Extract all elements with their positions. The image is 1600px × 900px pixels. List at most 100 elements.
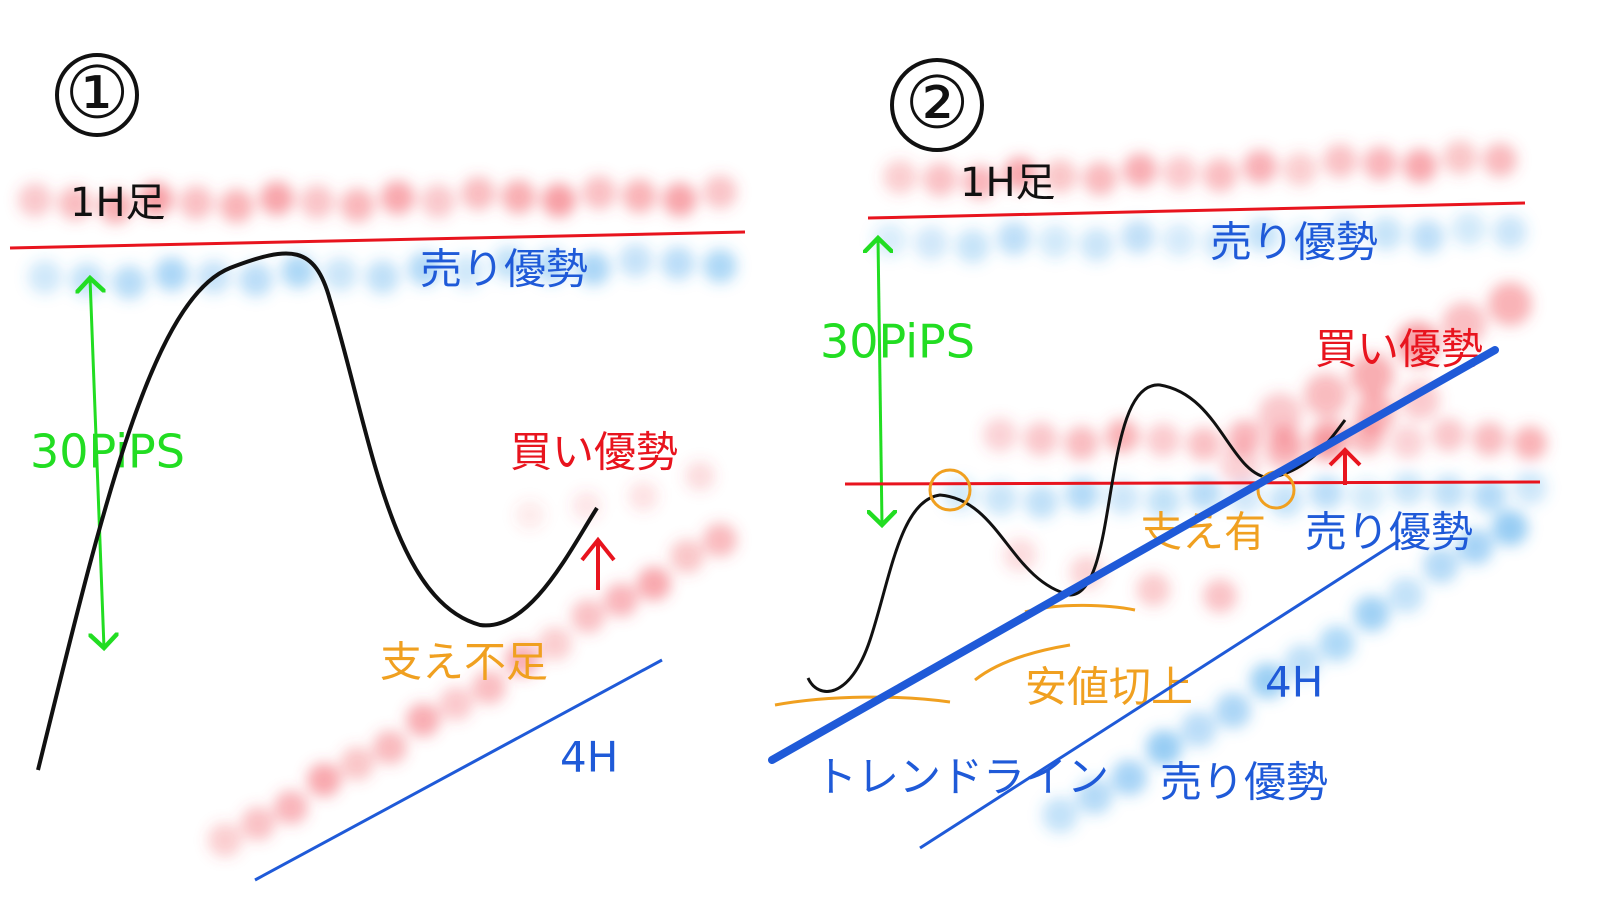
zone-dot	[406, 703, 440, 737]
higher-low-label: 安値切上	[1025, 663, 1193, 712]
buy-label: 買い優勢	[1315, 325, 1483, 374]
zone-dot	[505, 643, 539, 677]
zone-dot	[538, 626, 572, 661]
price-path	[36, 251, 599, 771]
zone-dot	[1105, 480, 1140, 515]
zone-dot	[420, 184, 455, 219]
zone-dot	[1064, 426, 1099, 460]
zone-dot	[1038, 224, 1073, 259]
zone-dot	[1283, 152, 1317, 187]
zone-dot	[1390, 425, 1425, 459]
zone-dot	[238, 262, 273, 297]
up-arrow	[580, 536, 616, 590]
zone-dot	[1180, 711, 1217, 748]
zone-dot	[1121, 219, 1155, 254]
zone-dot	[154, 257, 189, 292]
zone-dot	[1065, 477, 1100, 512]
zone-dot	[70, 262, 105, 297]
zone-dot	[637, 566, 671, 601]
zone-dot	[622, 179, 657, 214]
zone-dot	[628, 481, 659, 512]
zone-dot	[58, 186, 93, 221]
zone-dot	[515, 500, 545, 530]
zone-dot	[439, 686, 473, 721]
low-mark	[974, 643, 1071, 682]
sell-label-lower: 売り優勢	[1305, 508, 1473, 557]
zone-dot	[1443, 140, 1477, 175]
zone-dot	[138, 182, 173, 217]
zone-dot	[1388, 577, 1425, 614]
zone-dot	[281, 254, 316, 289]
zone-dot	[1042, 797, 1078, 833]
zone-dot	[963, 165, 997, 200]
zone-dot	[1220, 445, 1260, 485]
zone-dot	[618, 243, 653, 278]
zone-dot	[300, 184, 335, 219]
four-hour-line	[919, 538, 1401, 850]
zone-dot	[323, 257, 358, 292]
four-hour-line	[254, 658, 663, 882]
panel-2: ② 1H足 売り優勢 30PiPS 買い優勢 支え有 売り優勢 安値切上 トレン…	[768, 58, 1541, 850]
zone-dot	[576, 251, 611, 286]
zone-dot	[340, 746, 374, 781]
zone-dot	[259, 181, 294, 216]
zone-dot	[1203, 158, 1237, 193]
zone-dot	[1396, 322, 1440, 366]
zone-dot	[1023, 422, 1058, 456]
range-label: 30PiPS	[30, 425, 185, 479]
trendline	[768, 346, 1499, 764]
up-arrow	[1328, 447, 1362, 485]
zone-dot	[997, 221, 1031, 256]
zone-dot	[883, 160, 917, 194]
zone-dot	[571, 490, 602, 521]
zone-dot	[1488, 282, 1532, 326]
sell-label: 売り優勢	[1210, 218, 1378, 267]
zone-dot	[1136, 572, 1171, 607]
zone-dot	[1203, 226, 1238, 261]
zone-dot	[1215, 692, 1252, 729]
sell-label: 売り優勢	[420, 245, 588, 294]
zone-dot	[1431, 418, 1466, 452]
zone-dot	[923, 162, 957, 197]
zone-dot	[1083, 161, 1117, 196]
touch-circle	[928, 468, 972, 512]
four-hour-label: 4H	[560, 733, 618, 782]
zone-dot	[1203, 579, 1237, 613]
resistance-line	[867, 201, 1526, 220]
zone-dot	[449, 254, 484, 289]
zone-dot	[1043, 159, 1077, 194]
zone-dot	[208, 823, 242, 857]
zone-dot	[534, 249, 569, 283]
zone-dot	[604, 583, 638, 617]
zone-dot	[1513, 471, 1547, 505]
zone-dot	[1268, 483, 1303, 518]
zone-dot	[461, 176, 496, 211]
zone-dot	[1472, 478, 1507, 513]
low-mark	[774, 695, 951, 707]
zone-dot	[703, 175, 737, 209]
price-path	[806, 383, 1347, 693]
zone-dot	[1145, 729, 1182, 766]
zone-dot	[1309, 475, 1344, 510]
zone-dot	[373, 730, 407, 765]
zone-dot	[1258, 393, 1302, 437]
zone-dot	[1492, 510, 1528, 546]
zone-dot	[1422, 547, 1459, 584]
lower-sell-label: 売り優勢	[1160, 758, 1328, 807]
zone-dot	[582, 175, 617, 210]
zone-dot	[1431, 475, 1466, 510]
number-circle	[890, 58, 984, 152]
zone-dot	[571, 599, 605, 634]
zone-dot	[1003, 538, 1037, 572]
zone-dot	[1403, 148, 1437, 183]
zone-dot	[1079, 227, 1114, 262]
zone-dot	[1323, 143, 1357, 178]
zone-dot	[18, 183, 52, 217]
zone-dot	[983, 481, 1018, 516]
zone-dot	[1146, 423, 1181, 457]
zone-dot	[955, 229, 990, 264]
zone-dot	[1024, 484, 1059, 519]
zone-dot	[492, 246, 527, 281]
zone-dot	[340, 188, 375, 223]
